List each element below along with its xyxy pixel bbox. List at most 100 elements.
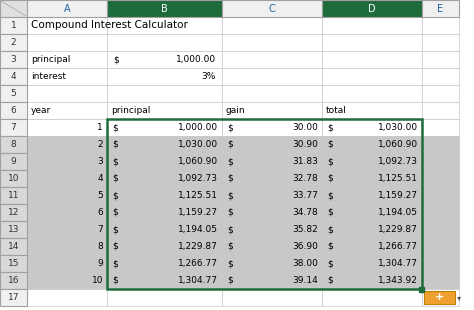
Text: 6: 6 xyxy=(10,106,17,115)
Bar xyxy=(222,85,322,102)
Bar xyxy=(107,119,222,136)
Bar xyxy=(27,68,107,85)
Bar xyxy=(107,255,222,272)
Text: $: $ xyxy=(327,123,333,132)
Bar xyxy=(222,136,322,153)
Text: $: $ xyxy=(227,208,233,217)
Bar xyxy=(422,68,459,85)
Bar xyxy=(422,119,459,136)
Bar xyxy=(0,187,27,204)
Text: 3: 3 xyxy=(97,157,103,166)
Bar xyxy=(27,289,107,306)
Text: D: D xyxy=(368,3,376,14)
Text: 1,030.00: 1,030.00 xyxy=(378,123,418,132)
Text: gain: gain xyxy=(226,106,246,115)
Text: 1,159.27: 1,159.27 xyxy=(178,208,218,217)
Bar xyxy=(107,187,222,204)
Bar xyxy=(422,204,459,221)
Bar xyxy=(419,286,425,291)
Text: $: $ xyxy=(112,208,118,217)
Text: 4: 4 xyxy=(11,72,16,81)
Bar xyxy=(107,17,222,34)
Bar xyxy=(107,238,222,255)
Bar xyxy=(0,255,27,272)
Text: $: $ xyxy=(227,276,233,285)
Bar xyxy=(422,238,459,255)
Bar xyxy=(222,238,322,255)
Text: 4: 4 xyxy=(97,174,103,183)
Bar xyxy=(27,170,107,187)
Bar xyxy=(0,136,27,153)
Bar xyxy=(27,34,107,51)
Bar xyxy=(322,119,422,136)
Bar xyxy=(27,17,107,34)
Bar xyxy=(422,221,459,238)
Text: year: year xyxy=(31,106,51,115)
Bar xyxy=(222,204,322,221)
Text: 1,030.00: 1,030.00 xyxy=(178,140,218,149)
Text: $: $ xyxy=(112,174,118,183)
Bar xyxy=(322,85,422,102)
Text: $: $ xyxy=(112,259,118,268)
Text: 1,229.87: 1,229.87 xyxy=(378,225,418,234)
Text: 14: 14 xyxy=(8,242,19,251)
Text: interest: interest xyxy=(31,72,66,81)
Text: 17: 17 xyxy=(8,293,19,302)
Text: 33.77: 33.77 xyxy=(292,191,318,200)
Text: 10: 10 xyxy=(8,174,19,183)
Bar xyxy=(107,102,222,119)
Bar xyxy=(322,0,422,17)
Bar xyxy=(27,51,107,68)
Bar xyxy=(322,17,422,34)
Bar xyxy=(322,34,422,51)
Text: 1,304.77: 1,304.77 xyxy=(178,276,218,285)
Bar xyxy=(222,119,322,136)
Text: $: $ xyxy=(227,174,233,183)
Text: 9: 9 xyxy=(10,157,17,166)
Bar xyxy=(322,221,422,238)
Text: 9: 9 xyxy=(97,259,103,268)
Text: E: E xyxy=(438,3,444,14)
Bar xyxy=(27,136,107,153)
Text: 1,194.05: 1,194.05 xyxy=(178,225,218,234)
Bar xyxy=(422,272,459,289)
Text: $: $ xyxy=(327,157,333,166)
Bar xyxy=(0,170,27,187)
Bar xyxy=(27,221,107,238)
Bar xyxy=(107,51,222,68)
Text: 1,092.73: 1,092.73 xyxy=(178,174,218,183)
Text: $: $ xyxy=(227,157,233,166)
Text: $: $ xyxy=(327,225,333,234)
Bar xyxy=(27,102,107,119)
Bar xyxy=(27,255,107,272)
Bar xyxy=(0,153,27,170)
Text: $: $ xyxy=(327,242,333,251)
Text: 1,343.92: 1,343.92 xyxy=(378,276,418,285)
Bar xyxy=(107,272,222,289)
Bar xyxy=(222,34,322,51)
Bar xyxy=(107,204,222,221)
Bar xyxy=(27,272,107,289)
Text: 7: 7 xyxy=(10,123,17,132)
Text: 5: 5 xyxy=(97,191,103,200)
Text: $: $ xyxy=(227,259,233,268)
Text: 1,266.77: 1,266.77 xyxy=(178,259,218,268)
Text: $: $ xyxy=(227,225,233,234)
Bar xyxy=(322,289,422,306)
Bar xyxy=(322,255,422,272)
Bar xyxy=(27,85,107,102)
Text: 6: 6 xyxy=(97,208,103,217)
Text: 11: 11 xyxy=(8,191,19,200)
Text: 1,000.00: 1,000.00 xyxy=(178,123,218,132)
Bar xyxy=(0,0,27,17)
Bar xyxy=(27,153,107,170)
Text: $: $ xyxy=(113,55,119,64)
Bar xyxy=(107,221,222,238)
Bar xyxy=(422,153,459,170)
Text: 8: 8 xyxy=(10,140,17,149)
Bar xyxy=(222,272,322,289)
Text: $: $ xyxy=(327,208,333,217)
Bar xyxy=(222,102,322,119)
Bar xyxy=(422,289,459,306)
Bar xyxy=(0,51,27,68)
